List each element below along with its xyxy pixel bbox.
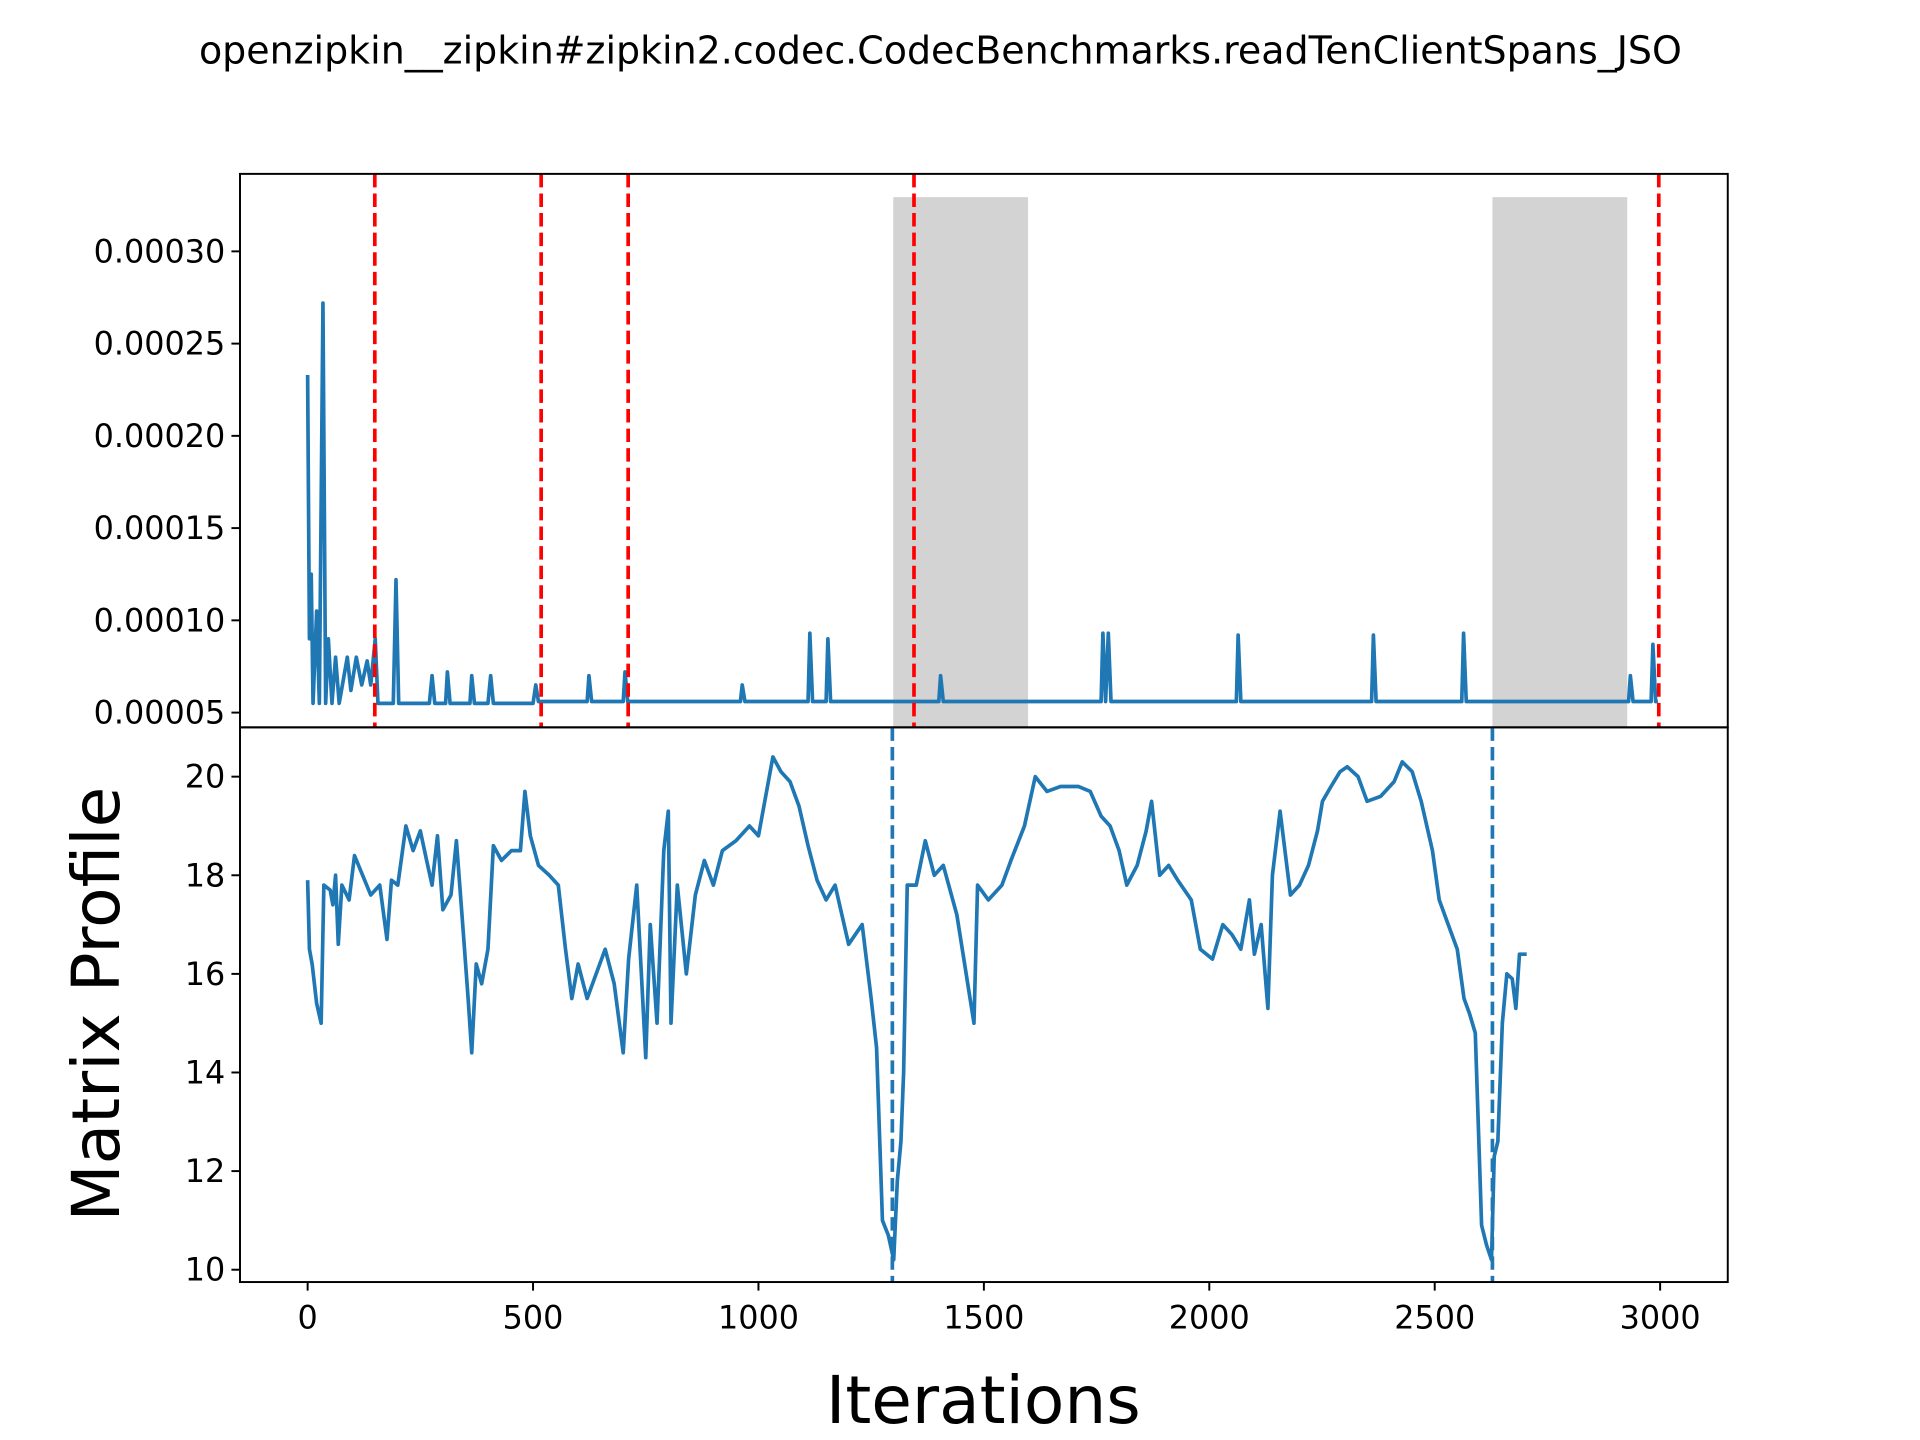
chart-title: openzipkin__zipkin#zipkin2.codec.CodecBe…	[199, 29, 1682, 73]
x-tick-label: 0	[297, 1299, 317, 1337]
x-tick-label: 1000	[718, 1299, 799, 1337]
data-line	[305, 755, 1527, 1262]
y-tick-label: 0.00015	[94, 509, 226, 547]
y-tick-label: 16	[185, 955, 226, 993]
y-tick-label: 10	[185, 1251, 226, 1289]
highlight-span	[893, 197, 1029, 728]
y-tick-label: 0.00010	[94, 601, 226, 639]
y-axis-label: Matrix Profile	[58, 787, 135, 1222]
y-tick-label: 0.00020	[94, 417, 226, 455]
x-tick-label: 3000	[1620, 1299, 1701, 1337]
x-tick-label: 500	[503, 1299, 564, 1337]
x-tick-label: 1500	[943, 1299, 1024, 1337]
y-tick-label: 12	[185, 1152, 226, 1190]
y-tick-label: 0.00025	[94, 325, 226, 363]
y-tick-label: 18	[185, 856, 226, 894]
x-tick-label: 2000	[1169, 1299, 1250, 1337]
data-line	[305, 301, 1658, 706]
subplot: 0.00005 0.00010 0.00015 0.00020 0.00025 0.000…	[94, 172, 1729, 732]
highlight-span	[1492, 197, 1628, 728]
y-tick-label: 0.00005	[94, 694, 226, 732]
x-axis-label: Iterations	[826, 1362, 1141, 1439]
y-tick-label: 0.00030	[94, 232, 226, 270]
subplot: 10 12 14 16 18 20 0 500 1000 1500 2000 2500 3000	[185, 726, 1729, 1337]
x-tick-label: 2500	[1394, 1299, 1475, 1337]
y-tick-label: 20	[185, 758, 226, 796]
y-tick-label: 14	[185, 1054, 226, 1092]
